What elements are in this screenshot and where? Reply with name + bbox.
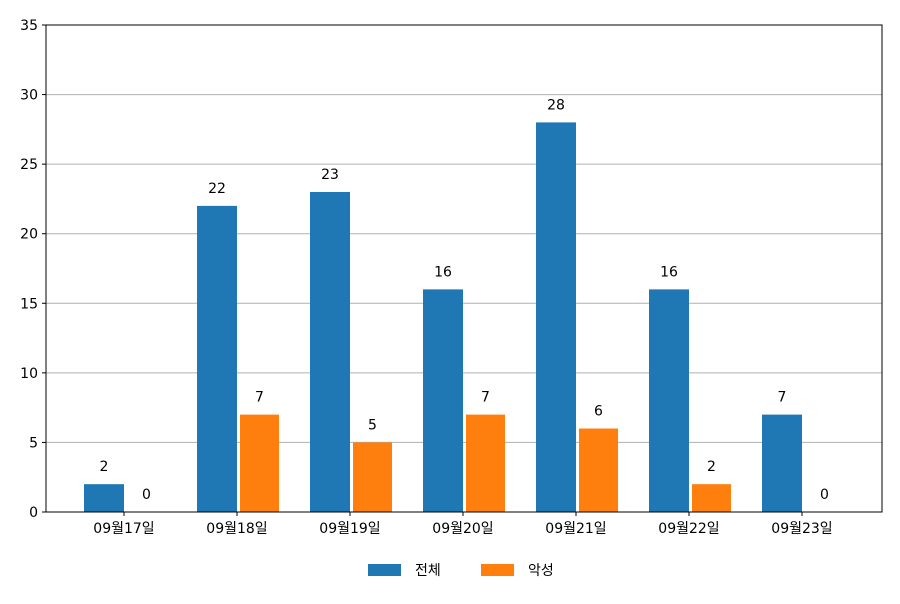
data-label: 6	[594, 404, 603, 420]
bar-total	[84, 484, 124, 512]
legend-swatch	[368, 564, 401, 576]
y-tick-label: 10	[20, 366, 38, 382]
x-tick-label: 09월23일	[771, 521, 832, 537]
data-label: 0	[142, 487, 151, 503]
x-tick-label: 09월17일	[93, 521, 154, 537]
data-label: 0	[820, 487, 829, 503]
x-tick-label: 09월21일	[545, 521, 606, 537]
bar-malicious	[240, 414, 279, 512]
plot-frame	[45, 24, 883, 513]
data-label: 16	[660, 264, 678, 280]
bar-malicious	[353, 442, 392, 512]
data-label: 28	[547, 97, 565, 113]
data-label: 22	[208, 181, 226, 197]
x-tick-label: 09월20일	[432, 521, 493, 537]
data-label: 7	[255, 390, 264, 406]
data-label: 23	[321, 167, 339, 183]
x-tick-label: 09월22일	[658, 521, 719, 537]
bar-total	[536, 122, 576, 513]
x-tick-label: 09월18일	[206, 521, 267, 537]
y-tick-label: 5	[29, 435, 38, 451]
bar-total	[197, 205, 237, 512]
bar-malicious	[466, 414, 505, 512]
y-tick-label: 25	[20, 157, 38, 173]
data-label: 16	[434, 264, 452, 280]
bar-total	[762, 414, 802, 512]
bar-malicious	[692, 484, 731, 512]
data-label: 2	[707, 459, 716, 475]
x-tick-label: 09월19일	[319, 521, 380, 537]
y-tick-label: 35	[20, 18, 38, 34]
legend-swatch	[481, 564, 514, 576]
bar-total	[310, 191, 350, 512]
bar-total	[649, 289, 689, 512]
data-label: 5	[368, 417, 377, 433]
y-tick-label: 30	[20, 88, 38, 104]
data-label: 7	[778, 390, 787, 406]
legend-label: 전체	[415, 563, 441, 579]
bar-malicious	[579, 428, 618, 512]
y-tick-label: 20	[20, 227, 38, 243]
data-label: 2	[100, 459, 109, 475]
data-label: 7	[481, 390, 490, 406]
y-tick-label: 0	[29, 505, 38, 521]
bar-total	[423, 289, 463, 512]
legend-label: 악성	[528, 563, 554, 579]
y-tick-label: 15	[20, 296, 38, 312]
